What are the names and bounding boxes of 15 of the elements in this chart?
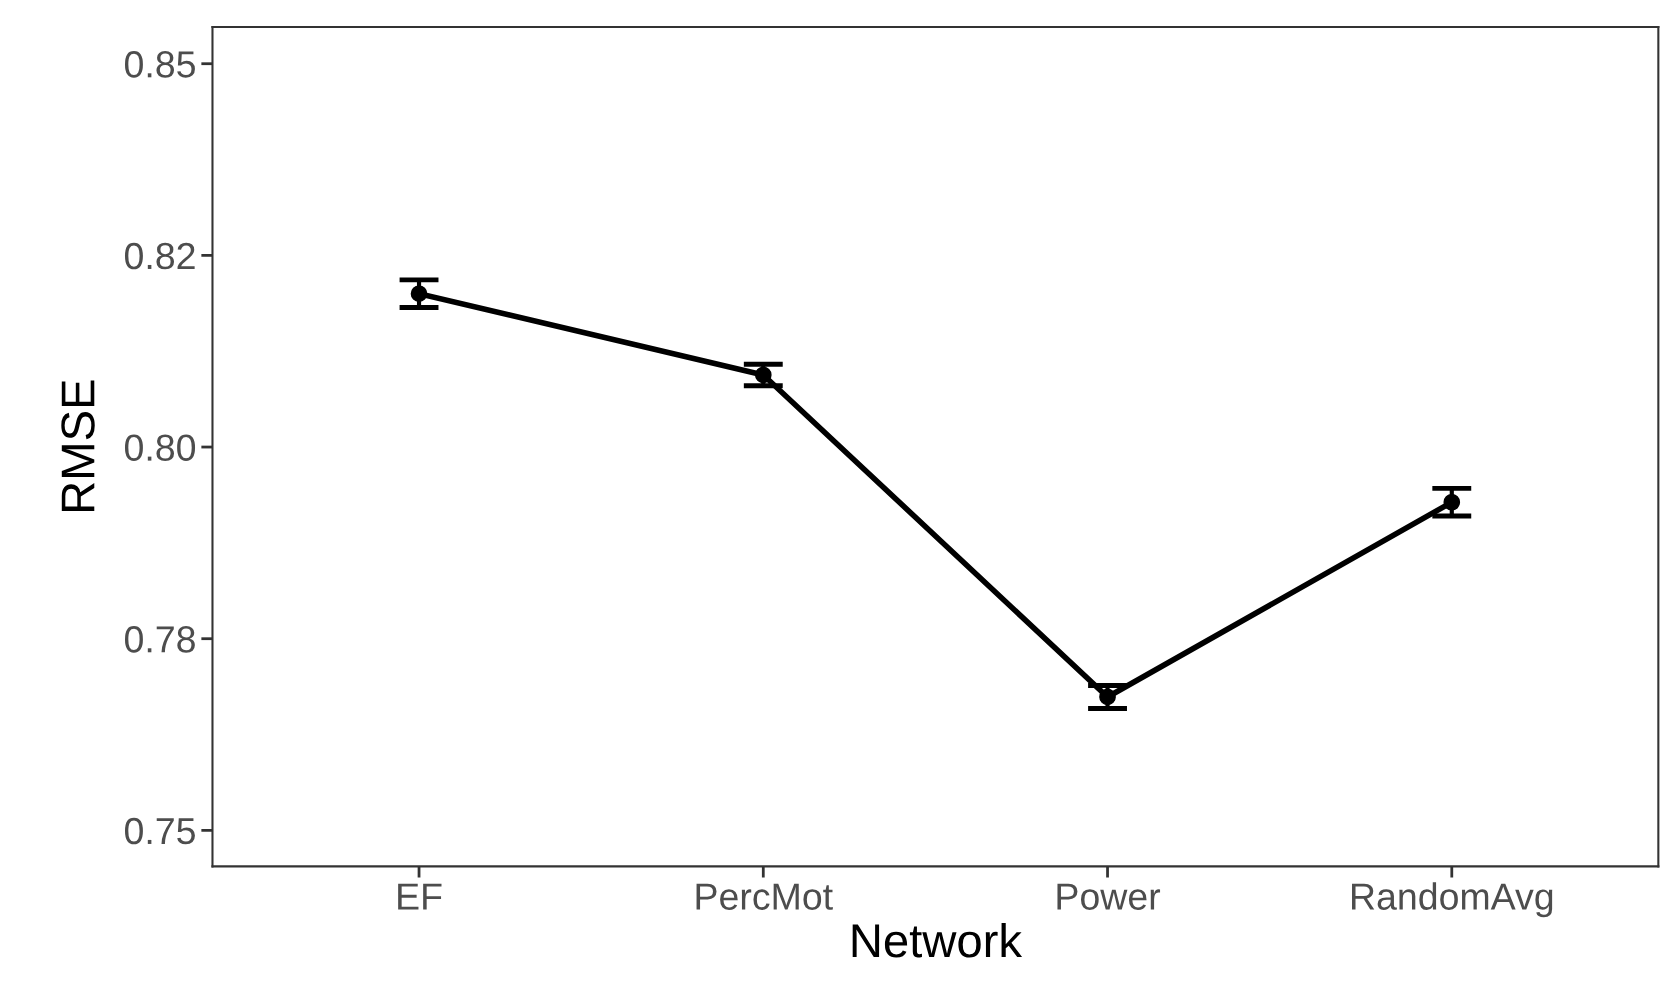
x-tick-label: EF (398, 883, 442, 910)
y-axis-title: RMSE (61, 380, 95, 511)
y-tick-label: 0.80 (124, 434, 196, 461)
x-axis-title: Network (852, 922, 1023, 958)
point (1443, 493, 1461, 511)
y-tick-label: 0.85 (124, 51, 195, 78)
point (754, 366, 772, 384)
x-tick-label: PercMot (696, 883, 833, 910)
y-tick-label: 0.78 (124, 626, 195, 653)
x-tick-label: Power (1057, 883, 1161, 910)
y-tick-label: 0.82 (124, 242, 195, 270)
point (410, 285, 428, 303)
point (1099, 688, 1116, 706)
x-tick-label: RandomAvg (1352, 882, 1553, 918)
y-tick-label: 0.75 (124, 817, 195, 845)
